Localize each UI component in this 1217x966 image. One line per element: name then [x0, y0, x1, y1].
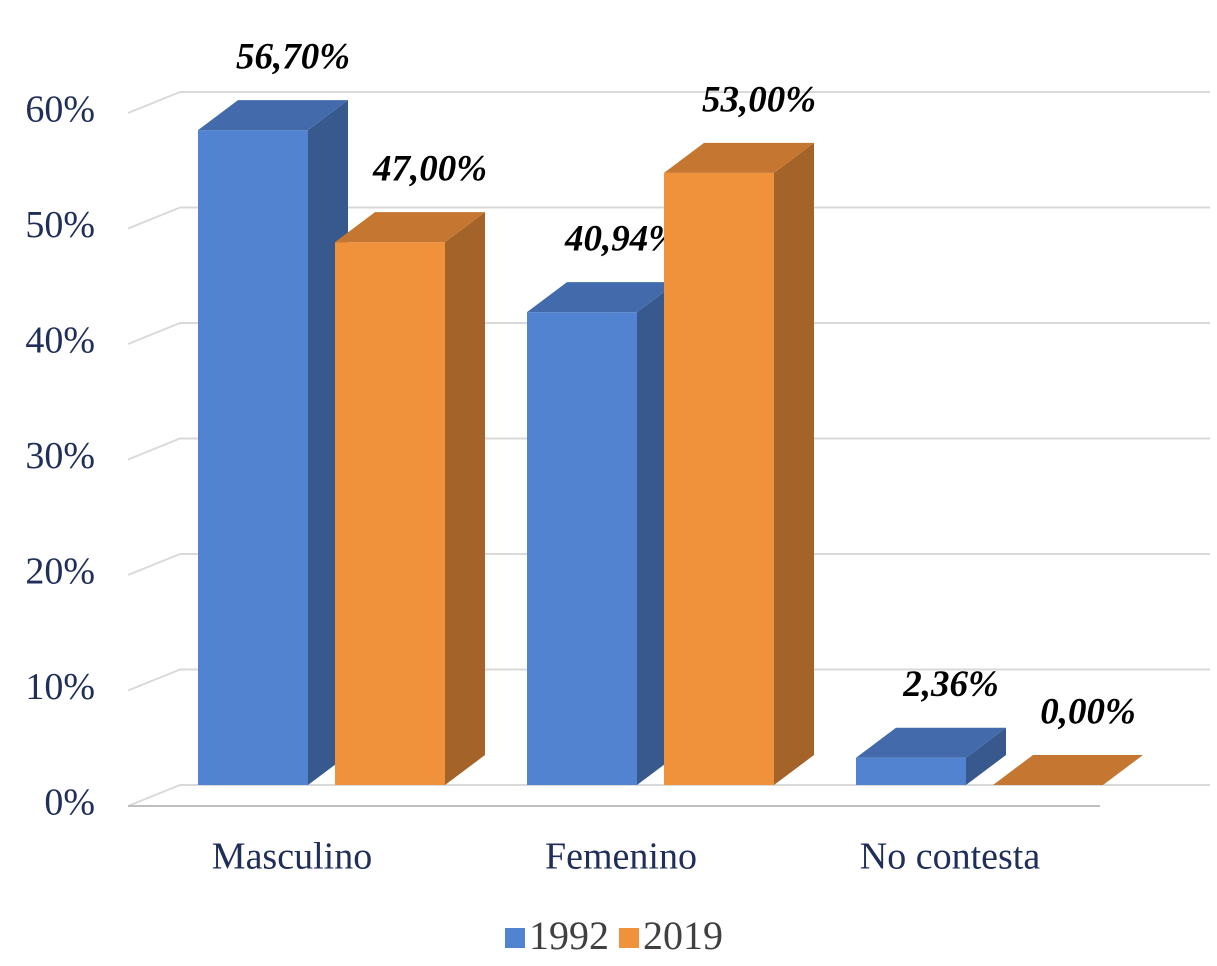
- data-label: 53,00%: [702, 79, 816, 120]
- bar: [993, 755, 1143, 785]
- bar-top: [335, 212, 485, 243]
- grid-diagonal: [127, 322, 181, 345]
- data-label: 40,94%: [564, 219, 679, 260]
- data-label: 2,36%: [902, 664, 999, 705]
- bar-front: [198, 130, 308, 786]
- bar: [664, 142, 814, 786]
- grid-diagonal: [127, 206, 181, 230]
- bar: [856, 727, 1006, 785]
- x-tick-label: Femenino: [545, 836, 697, 878]
- bar-side: [774, 142, 814, 786]
- bar-top: [993, 755, 1143, 785]
- legend-label: 2019: [643, 913, 723, 958]
- grid-diagonal: [127, 668, 181, 692]
- bar-front: [527, 312, 637, 785]
- bar-side: [966, 727, 1006, 785]
- bar: [335, 212, 485, 785]
- data-label: 47,00%: [372, 149, 487, 190]
- y-tick-label: 30%: [25, 435, 95, 477]
- bar-top: [198, 100, 348, 131]
- data-label: 56,70%: [236, 37, 350, 78]
- y-tick-label: 10%: [25, 666, 95, 708]
- y-tick-label: 60%: [25, 89, 95, 131]
- x-tick-label: No contesta: [860, 836, 1041, 878]
- bar-top: [527, 282, 677, 313]
- bar-top: [856, 727, 1006, 758]
- legend-swatch: [619, 928, 639, 948]
- bar-front: [856, 757, 966, 785]
- x-tick-label: Masculino: [212, 836, 372, 878]
- y-tick-label: 0%: [44, 782, 95, 824]
- bar-top: [664, 142, 814, 173]
- grid-diagonal: [127, 91, 181, 114]
- y-tick-label: 50%: [25, 204, 95, 246]
- bar-side: [445, 212, 485, 785]
- legend-label: 1992: [529, 913, 609, 958]
- bar: [527, 282, 677, 785]
- bar-front: [335, 242, 445, 785]
- legend-swatch: [505, 928, 525, 948]
- grid-diagonal: [127, 437, 181, 461]
- y-tick-label: 40%: [25, 320, 95, 362]
- data-label: 0,00%: [1040, 691, 1136, 732]
- grid-diagonal: [127, 784, 181, 807]
- bar: [198, 100, 348, 786]
- y-tick-label: 20%: [25, 551, 95, 593]
- bar-front: [664, 172, 774, 786]
- grid-diagonal: [127, 553, 181, 576]
